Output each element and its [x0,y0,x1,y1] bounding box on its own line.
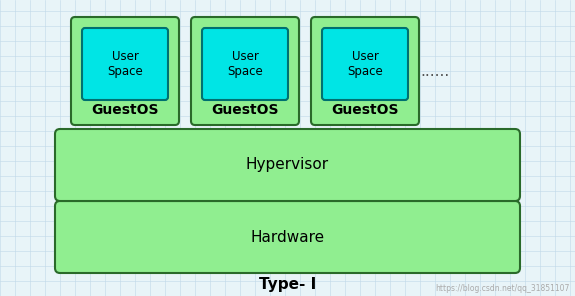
Text: User
Space: User Space [107,50,143,78]
FancyBboxPatch shape [71,17,179,125]
Text: GuestOS: GuestOS [211,103,279,117]
Text: Type- I: Type- I [259,276,316,292]
FancyBboxPatch shape [82,28,168,100]
Text: User
Space: User Space [347,50,383,78]
FancyBboxPatch shape [191,17,299,125]
FancyBboxPatch shape [311,17,419,125]
Text: GuestOS: GuestOS [91,103,159,117]
Text: https://blog.csdn.net/qq_31851107: https://blog.csdn.net/qq_31851107 [436,284,570,293]
FancyBboxPatch shape [55,129,520,201]
Text: GuestOS: GuestOS [331,103,398,117]
FancyBboxPatch shape [202,28,288,100]
Text: Hypervisor: Hypervisor [246,157,329,173]
FancyBboxPatch shape [322,28,408,100]
Text: ......: ...... [420,64,450,78]
Text: User
Space: User Space [227,50,263,78]
Text: Hardware: Hardware [251,229,324,244]
FancyBboxPatch shape [55,201,520,273]
